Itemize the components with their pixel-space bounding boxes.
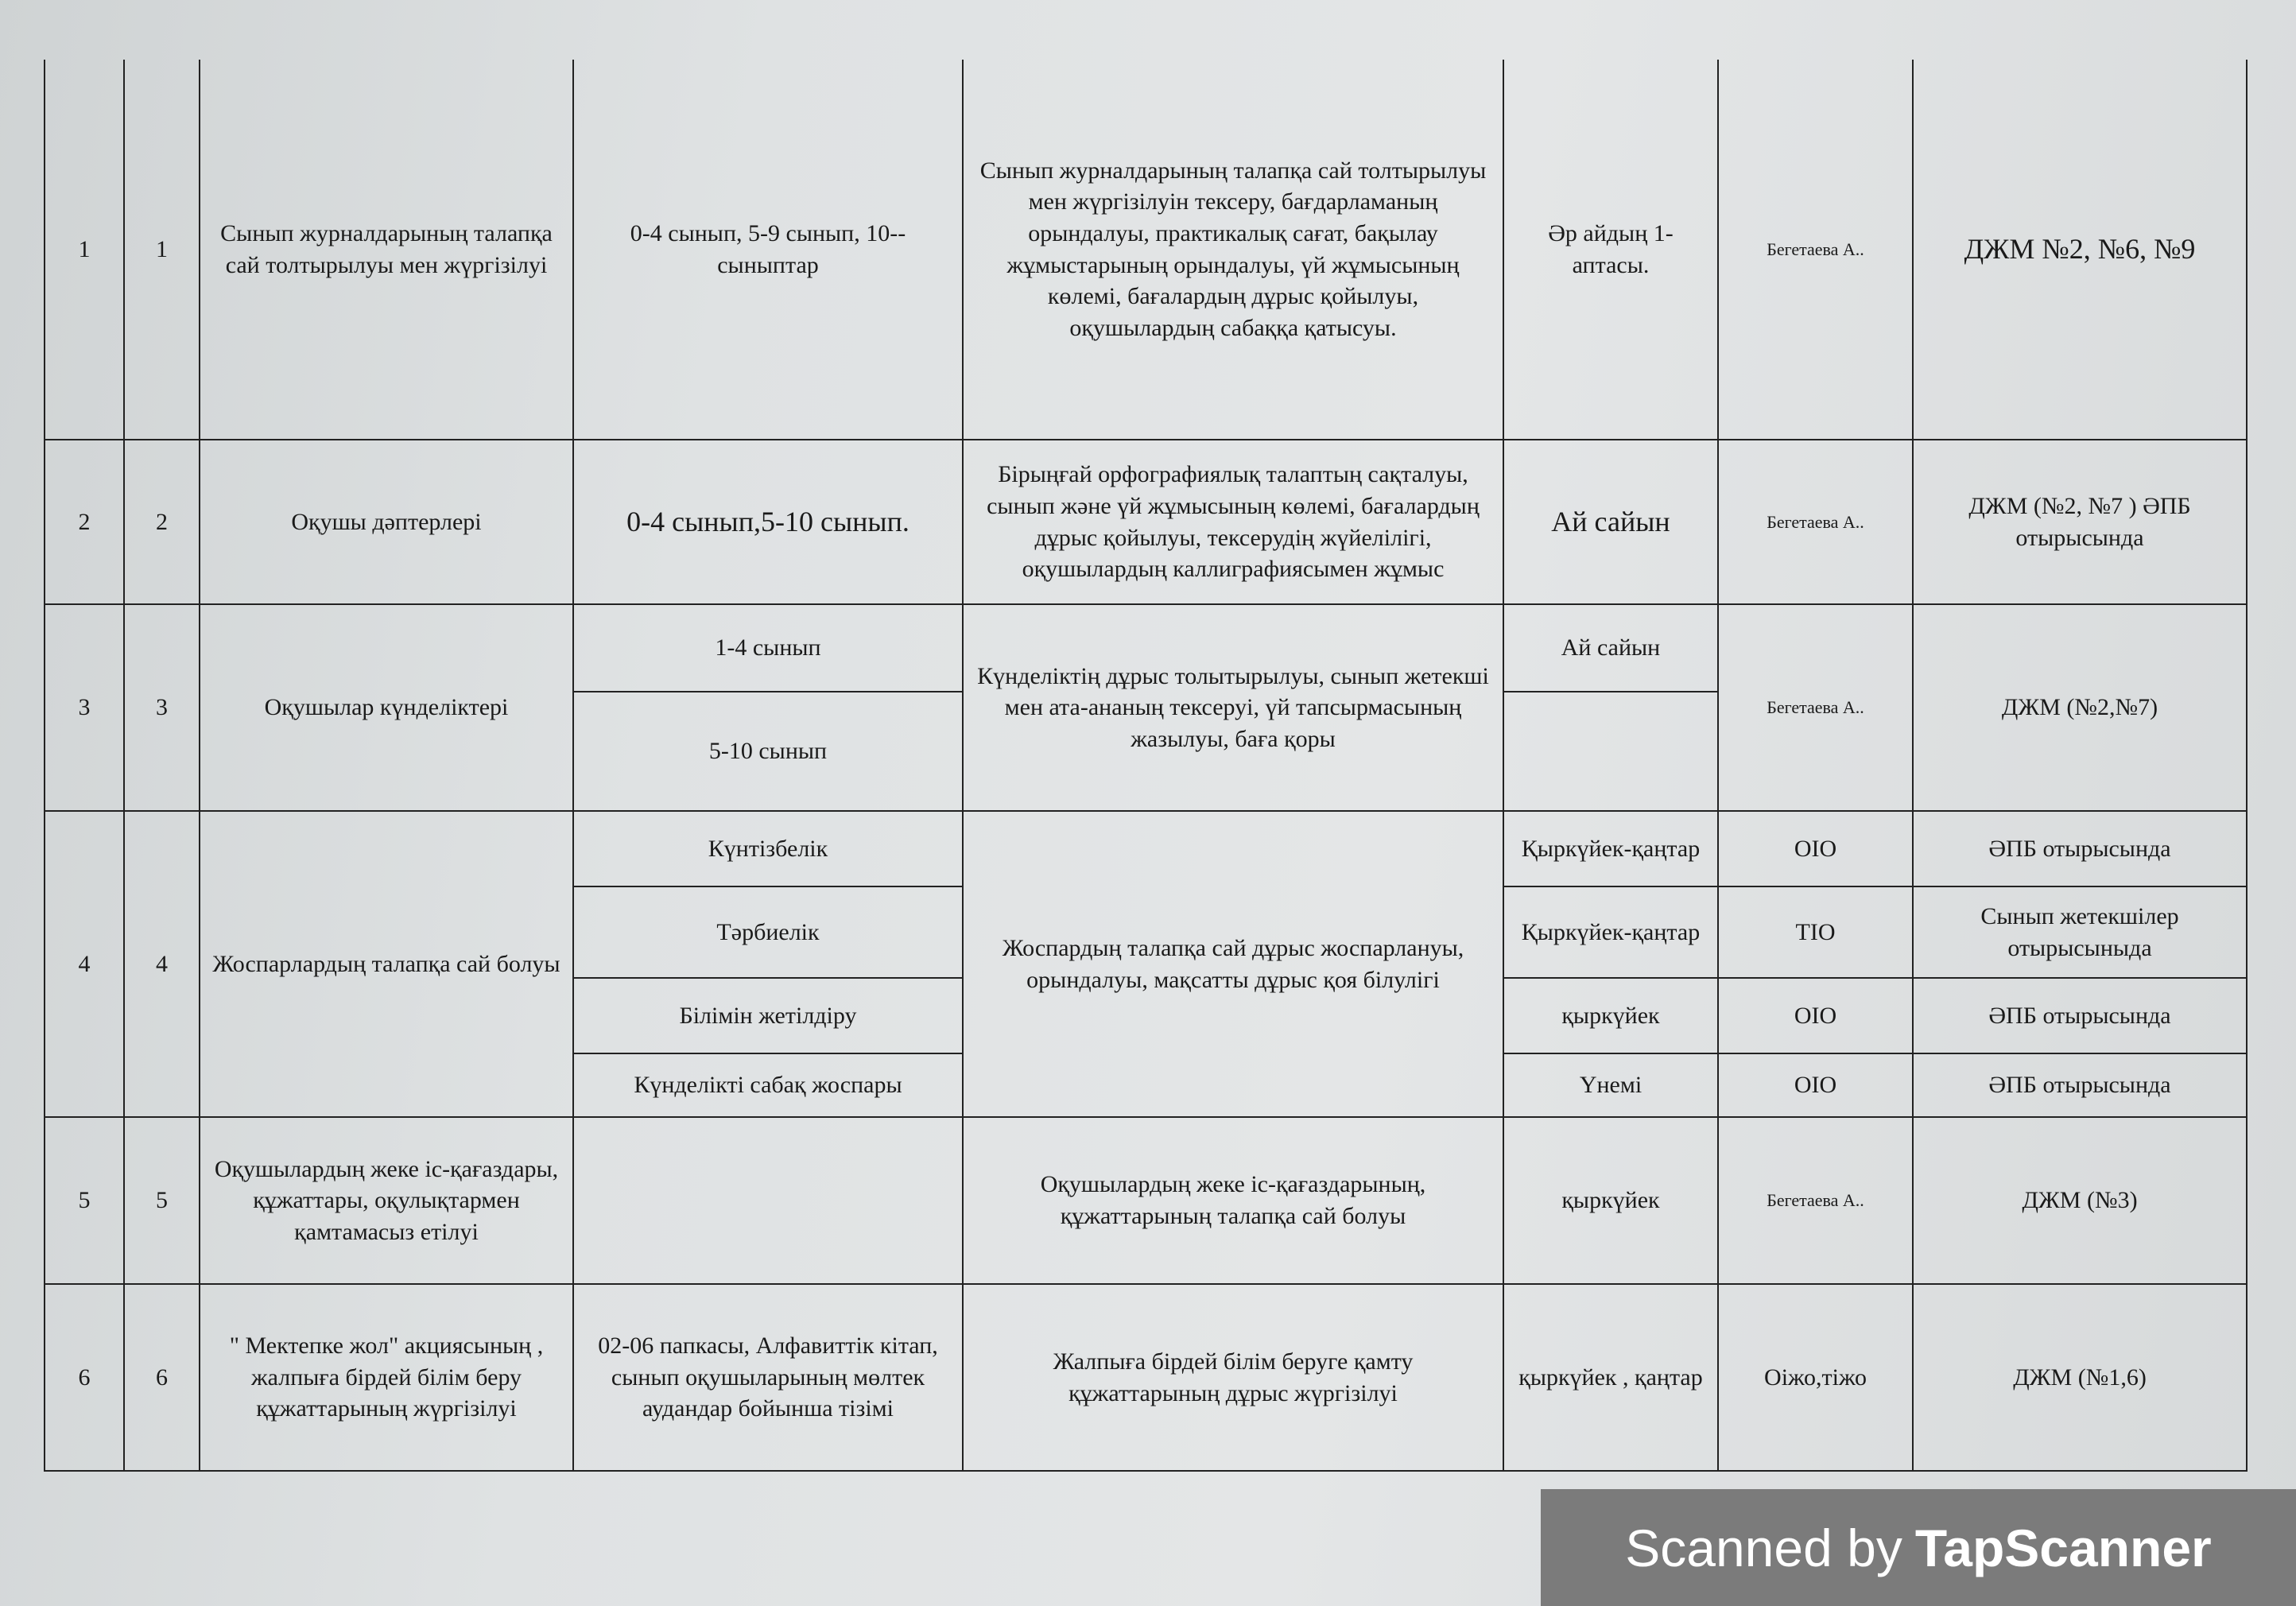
scope-cell: Білімін жетілдіру [572,977,964,1054]
content-cell: Сынып журналдарының талапқа сай толтырыл… [962,60,1504,440]
table-row: 6 6 " Мектепке жол" акциясының , жалпыға… [44,1283,2248,1472]
row-index: 5 [123,1116,200,1285]
result-cell: Сынып жетекшілер отырысыныда [1912,886,2248,979]
control-plan-table: 1 1 Сынып журналдарының талапқа сай толт… [44,60,2248,1472]
result-cell: ӘПБ отырысында [1912,810,2248,887]
row-index: 6 [123,1283,200,1472]
responsible-cell: ОІО [1717,810,1914,887]
content-cell: Күнделіктің дұрыс толытырылуы, сынып жет… [962,603,1504,812]
item-cell: " Мектепке жол" акциясының , жалпыға бір… [199,1283,574,1472]
row-number: 3 [44,603,125,812]
row-index: 2 [123,439,200,605]
row-number: 6 [44,1283,125,1472]
row-number: 2 [44,439,125,605]
period-cell: қыркүйек [1503,1116,1719,1285]
result-cell: ДЖМ (№2,№7) [1912,603,2248,812]
result-cell: ӘПБ отырысында [1912,1053,2248,1118]
scope-cell: Күнделікті сабақ жоспары [572,1053,964,1118]
content-cell: Жалпыға бірдей білім беруге қамту құжатт… [962,1283,1504,1472]
period-cell: Ай сайын [1503,603,1719,692]
period-cell: қыркүйек [1503,977,1719,1054]
scope-cell: 5-10 сынып [572,691,964,812]
row-index: 4 [123,810,200,1118]
item-cell: Оқушылардың жеке іс-қағаздары, құжаттары… [199,1116,574,1285]
table-row: 4 4 Жоспарлардың талапқа сай болуы Күнті… [44,810,2248,1118]
item-cell: Оқушылар күнделіктері [199,603,574,812]
item-cell: Сынып журналдарының талапқа сай толтырыл… [199,60,574,440]
document-table-container: 1 1 Сынып журналдарының талапқа сай толт… [44,60,2248,1472]
scope-cell: Күнтізбелік [572,810,964,887]
period-cell: Әр айдың 1-аптасы. [1503,60,1719,440]
responsible-cell: ОІО [1717,1053,1914,1118]
responsible-cell: Бегетаева А.. [1717,1116,1914,1285]
tapscanner-watermark: Scanned by TapScanner [1541,1489,2296,1606]
table-row: 2 2 Оқушы дәптерлері 0-4 сынып,5-10 сыны… [44,439,2248,605]
responsible-cell: Бегетаева А.. [1717,603,1914,812]
responsible-cell: Бегетаева А.. [1717,439,1914,605]
table-subrow: 5-10 сынып [45,691,2247,812]
item-cell: Оқушы дәптерлері [199,439,574,605]
scope-cell: 02-06 папкасы, Алфавиттік кітап, сынып о… [572,1283,964,1472]
result-cell: ӘПБ отырысында [1912,977,2248,1054]
scope-cell: 0-4 сынып,5-10 сынып. [572,439,964,605]
period-cell: Ай сайын [1503,439,1719,605]
period-cell: Қыркүйек-қаңтар [1503,810,1719,887]
item-cell: Жоспарлардың талапқа сай болуы [199,810,574,1118]
period-cell: Үнемі [1503,1053,1719,1118]
row-index: 3 [123,603,200,812]
period-cell: Қыркүйек-қаңтар [1503,886,1719,979]
watermark-prefix: Scanned by [1625,1518,1902,1577]
watermark-brand: TapScanner [1914,1518,2212,1577]
result-cell: ДЖМ №2, №6, №9 [1912,60,2248,440]
responsible-cell: ТІО [1717,886,1914,979]
row-number: 1 [44,60,125,440]
table-row: 3 3 Оқушылар күнделіктері 1-4 сынып Күнд… [44,603,2248,812]
table-subrow: Білімін жетілдіру қыркүйек ОІО ӘПБ отыры… [45,977,2248,1054]
scope-cell: Тәрбиелік [572,886,964,979]
scope-cell: 0-4 сынып, 5-9 сынып, 10--сыныптар [572,60,964,440]
result-cell: ДЖМ (№2, №7 ) ӘПБ отырысында [1912,439,2248,605]
row-number: 5 [44,1116,125,1285]
row-number: 4 [44,810,125,1118]
table-subrow: Тәрбиелік Қыркүйек-қаңтар ТІО Сынып жете… [45,886,2248,979]
table-subrow: Күнделікті сабақ жоспары Үнемі ОІО ӘПБ о… [45,1053,2248,1118]
period-cell [1503,691,1719,812]
content-cell: Бірыңғай орфографиялық талаптың сақталуы… [962,439,1504,605]
responsible-cell: Оіжо,тіжо [1717,1283,1914,1472]
row-index: 1 [123,60,200,440]
result-cell: ДЖМ (№3) [1912,1116,2248,1285]
responsible-cell: Бегетаева А.. [1717,60,1914,440]
scope-cell [572,1116,964,1285]
content-cell: Оқушылардың жеке іс-қағаздарының, құжатт… [962,1116,1504,1285]
result-cell: ДЖМ (№1,6) [1912,1283,2248,1472]
table-row: 5 5 Оқушылардың жеке іс-қағаздары, құжат… [44,1116,2248,1285]
period-cell: қыркүйек , қаңтар [1503,1283,1719,1472]
table-row: 1 1 Сынып журналдарының талапқа сай толт… [44,60,2248,440]
content-cell: Жоспардың талапқа сай дұрыс жоспарлануы,… [962,810,1504,1118]
responsible-cell: ОІО [1717,977,1914,1054]
scope-cell: 1-4 сынып [572,603,964,692]
